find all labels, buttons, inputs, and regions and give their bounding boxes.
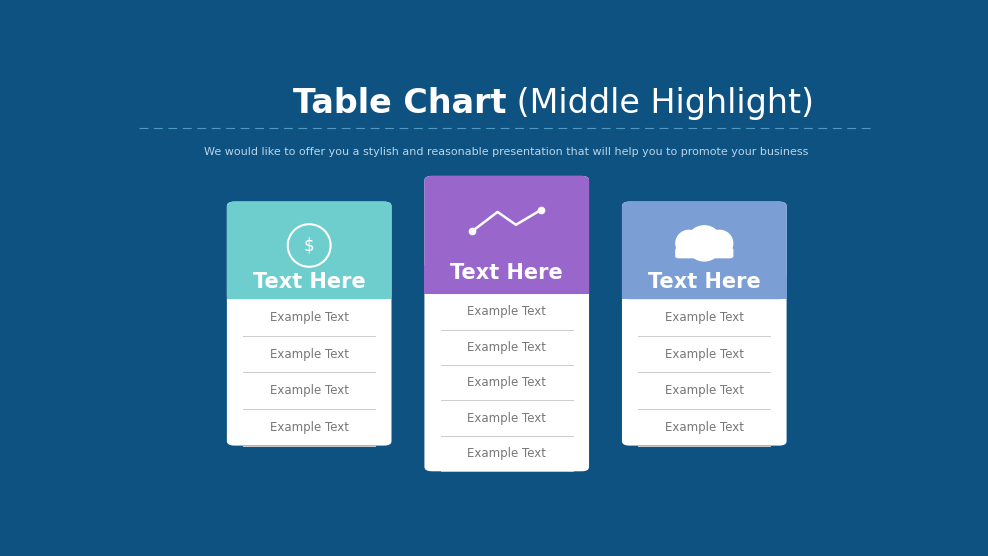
Ellipse shape (686, 225, 722, 262)
Text: Example Text: Example Text (467, 376, 546, 389)
Text: Example Text: Example Text (467, 447, 546, 460)
FancyBboxPatch shape (622, 202, 786, 445)
FancyBboxPatch shape (425, 176, 589, 294)
FancyBboxPatch shape (622, 202, 786, 299)
Text: Example Text: Example Text (665, 421, 744, 434)
Text: Example Text: Example Text (467, 341, 546, 354)
Ellipse shape (675, 230, 702, 257)
Text: Text Here: Text Here (253, 272, 366, 291)
Text: Text Here: Text Here (451, 263, 563, 283)
Text: Example Text: Example Text (665, 311, 744, 324)
FancyBboxPatch shape (675, 247, 733, 259)
Text: (Middle Highlight): (Middle Highlight) (506, 87, 814, 120)
Bar (622, 275, 786, 299)
Text: We would like to offer you a stylish and reasonable presentation that will help : We would like to offer you a stylish and… (205, 147, 808, 157)
FancyBboxPatch shape (227, 202, 391, 445)
Ellipse shape (705, 230, 733, 257)
Bar (227, 275, 391, 299)
FancyBboxPatch shape (227, 202, 391, 299)
Text: Example Text: Example Text (467, 411, 546, 425)
Text: Example Text: Example Text (270, 384, 349, 397)
FancyBboxPatch shape (425, 176, 589, 471)
Text: Example Text: Example Text (665, 384, 744, 397)
Bar (425, 265, 589, 294)
Text: Example Text: Example Text (665, 348, 744, 361)
Text: Example Text: Example Text (270, 348, 349, 361)
Text: Text Here: Text Here (648, 272, 761, 291)
Text: $: $ (304, 236, 314, 255)
Text: Table Chart: Table Chart (292, 87, 506, 120)
Text: Example Text: Example Text (467, 305, 546, 318)
Text: Example Text: Example Text (270, 311, 349, 324)
Text: Example Text: Example Text (270, 421, 349, 434)
